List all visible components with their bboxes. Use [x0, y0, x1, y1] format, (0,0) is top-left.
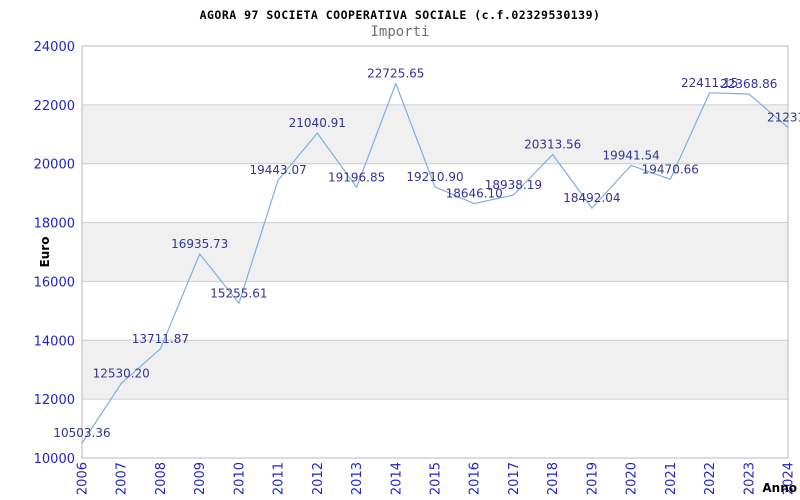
y-tick-label: 12000: [34, 393, 75, 408]
data-point-label: 16935.73: [171, 237, 228, 251]
x-tick-label: 2018: [546, 462, 561, 495]
data-point-label: 18492.04: [563, 191, 620, 205]
x-tick-label: 2010: [232, 462, 247, 495]
data-point-label: 19443.07: [249, 163, 306, 177]
x-tick-label: 2008: [154, 462, 169, 495]
y-axis-title: Euro: [38, 237, 52, 268]
x-tick-label: 2023: [742, 462, 757, 495]
x-tick-label: 2017: [507, 462, 522, 495]
data-point-label: 22411.15: [681, 76, 738, 90]
x-tick-label: 2014: [389, 462, 404, 495]
data-point-label: 18646.10: [446, 187, 503, 201]
data-point-label: 18938.19: [485, 178, 542, 192]
x-axis-ticks: 2006 2007 2008 2009 2010 2011 2012 2013 2014 2015…: [76, 462, 797, 495]
x-tick-label: 2021: [664, 462, 679, 495]
y-tick-label: 24000: [34, 40, 75, 55]
x-tick-label: 2019: [585, 462, 600, 495]
data-point-label: 19941.54: [602, 148, 659, 162]
x-tick-label: 2015: [429, 462, 444, 495]
grid-band: [82, 104, 788, 164]
x-axis-title: Anno: [762, 481, 797, 495]
x-tick-label: 2011: [272, 462, 287, 495]
point-labels: 10503.36 12530.20 13711.87 16935.73 15255.61…: [53, 67, 800, 441]
chart-subtitle: Importi: [370, 24, 430, 40]
data-point-label: 12530.20: [93, 367, 150, 381]
x-tick-label: 2012: [311, 462, 326, 495]
x-tick-label: 2020: [625, 462, 640, 495]
series-polyline: [81, 82, 789, 444]
y-tick-label: 22000: [34, 99, 75, 114]
x-tick-label: 2007: [115, 462, 130, 495]
x-tick-label: 2022: [703, 462, 718, 495]
plot-bands: [82, 104, 788, 400]
data-point-label: 15255.61: [210, 286, 267, 300]
data-point-label: 19196.85: [328, 170, 385, 184]
y-tick-label: 14000: [34, 334, 75, 349]
y-tick-label: 10000: [34, 452, 75, 467]
data-point-label: 20313.56: [524, 138, 581, 152]
y-tick-label: 18000: [34, 217, 75, 232]
y-tick-label: 16000: [34, 275, 75, 290]
x-tick-label: 2016: [468, 462, 483, 495]
data-point-label: 13711.87: [132, 332, 189, 346]
gridlines: [82, 104, 788, 400]
data-point-label: 10503.36: [53, 426, 110, 440]
x-tick-label: 2006: [76, 462, 91, 495]
x-tick-label: 2009: [193, 462, 208, 495]
grid-band: [82, 340, 788, 400]
y-tick-label: 20000: [34, 158, 75, 173]
x-tick-label: 2024: [782, 462, 797, 495]
line-series: [81, 82, 789, 444]
data-point-label: 19210.90: [406, 170, 463, 184]
plot-border: [81, 45, 789, 459]
data-point-label: 19470.66: [642, 162, 699, 176]
data-point-label: 21040.91: [289, 116, 346, 130]
grid-band: [82, 222, 788, 282]
data-point-label: 22368.86: [720, 77, 777, 91]
data-point-label: 22725.65: [367, 67, 424, 81]
chart-title: AGORA 97 SOCIETA COOPERATIVA SOCIALE (c.…: [199, 8, 601, 22]
x-tick-label: 2013: [350, 462, 365, 495]
y-axis-ticks: 10000 12000 14000 16000 18000 20000 22000 24000: [34, 40, 75, 467]
